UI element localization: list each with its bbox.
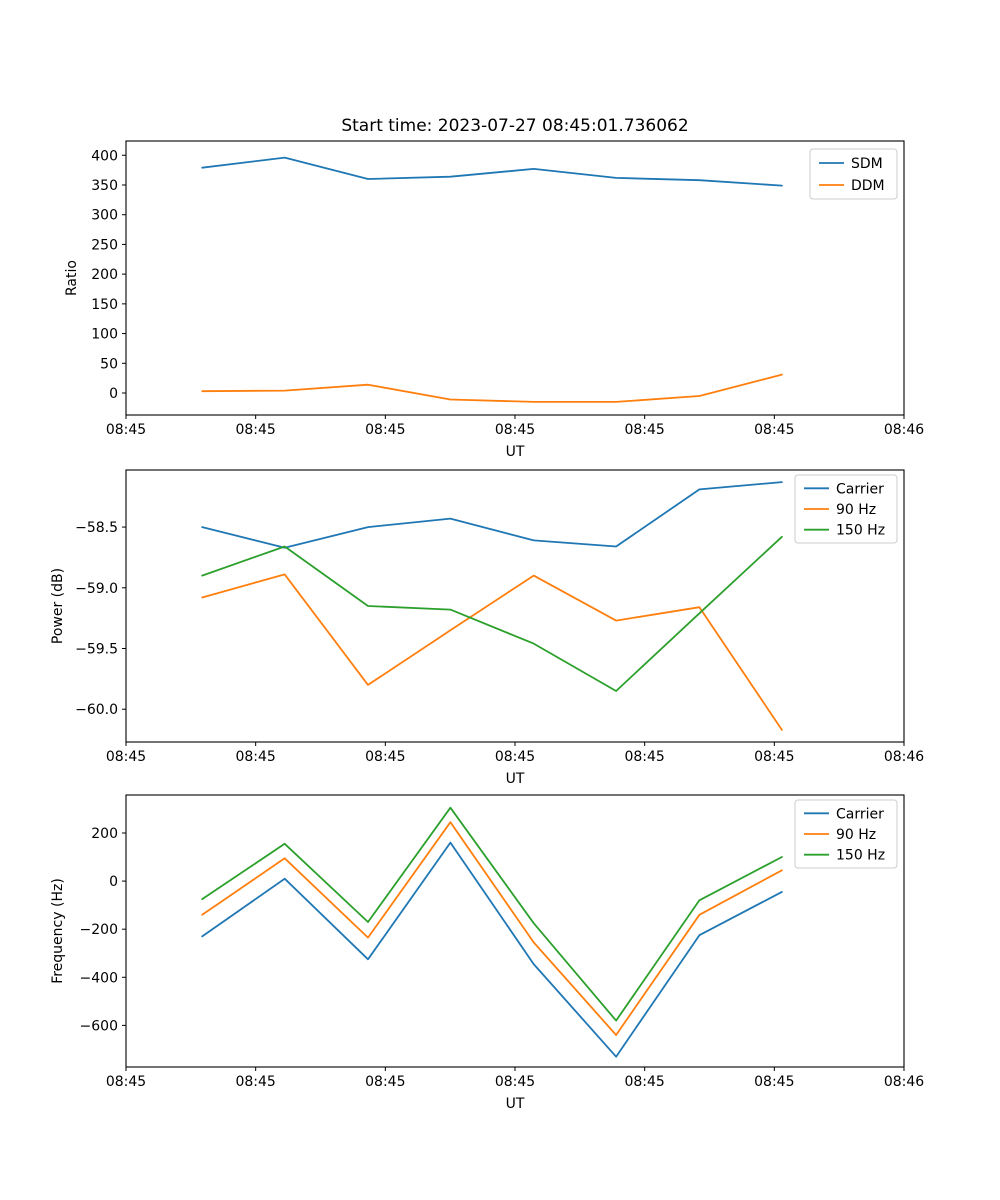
y-tick-label: 200 [91,267,118,283]
y-tick-label: −59.0 [75,581,118,597]
axes-spines [125,794,905,1068]
x-tick-label: 08:45 [624,749,664,765]
x-tick-label: 08:45 [106,1074,146,1090]
y-axis-label: Power (dB) [50,568,66,644]
y-tick-label: 100 [91,327,118,343]
legend-box [794,799,898,869]
x-tick-label: 08:45 [106,749,146,765]
x-tick-label: 08:45 [495,1074,535,1090]
legend-label: 150 Hz [836,848,885,864]
y-tick-label: 250 [91,237,118,253]
y-axis-label: Ratio [64,260,80,296]
x-tick-label: 08:45 [624,1074,664,1090]
line-series-carrier [201,841,783,1058]
x-tick-label: 08:45 [235,1074,275,1090]
y-tick-label: 150 [91,297,118,313]
legend-label: SDM [851,156,883,172]
legend-label: Carrier [836,481,884,497]
axes-spines [125,469,905,743]
line-series-150-hz [201,806,783,1022]
y-tick-label: 0 [109,874,118,890]
x-tick-label: 08:45 [235,749,275,765]
y-axis-label: Frequency (Hz) [50,878,66,984]
x-tick-label: 08:45 [754,422,794,438]
y-tick-label: 400 [91,148,118,164]
line-series-90-hz [201,821,783,1036]
legend-label: 90 Hz [836,502,876,518]
y-tick-label: −60.0 [75,702,118,718]
y-tick-label: 350 [91,178,118,194]
line-series-150-hz [201,535,783,692]
legend-label: DDM [851,178,885,194]
x-tick-label: 08:45 [754,749,794,765]
x-tick-label: 08:45 [365,1074,405,1090]
x-tick-label: 08:45 [106,422,146,438]
y-tick-label: 0 [109,386,118,402]
legend-box [794,474,898,544]
x-tick-label: 08:46 [884,749,924,765]
x-tick-label: 08:45 [754,1074,794,1090]
x-axis-label: UT [506,771,525,787]
line-series-sdm [201,156,783,187]
x-tick-label: 08:45 [495,749,535,765]
line-series-90-hz [201,573,783,731]
y-tick-label: 300 [91,208,118,224]
legend-label: 150 Hz [836,523,885,539]
legend-box [809,148,898,200]
x-axis-label: UT [506,444,525,460]
y-tick-label: 200 [91,826,118,842]
x-tick-label: 08:45 [365,422,405,438]
y-tick-label: −58.5 [75,520,118,536]
legend-label: Carrier [836,806,884,822]
line-series-ddm [201,373,783,403]
x-tick-label: 08:45 [624,422,664,438]
x-tick-label: 08:46 [884,422,924,438]
figure-title: Start time: 2023-07-27 08:45:01.736062 [341,116,688,136]
x-tick-label: 08:45 [495,422,535,438]
y-tick-label: −59.5 [75,642,118,658]
y-tick-label: −600 [80,1018,118,1034]
legend-label: 90 Hz [836,827,876,843]
y-tick-label: 50 [100,356,118,372]
x-axis-label: UT [506,1096,525,1112]
y-tick-label: −400 [80,970,118,986]
x-tick-label: 08:46 [884,1074,924,1090]
x-tick-label: 08:45 [235,422,275,438]
y-tick-label: −200 [80,922,118,938]
x-tick-label: 08:45 [365,749,405,765]
axes-spines [125,140,905,416]
line-series-carrier [201,481,783,549]
